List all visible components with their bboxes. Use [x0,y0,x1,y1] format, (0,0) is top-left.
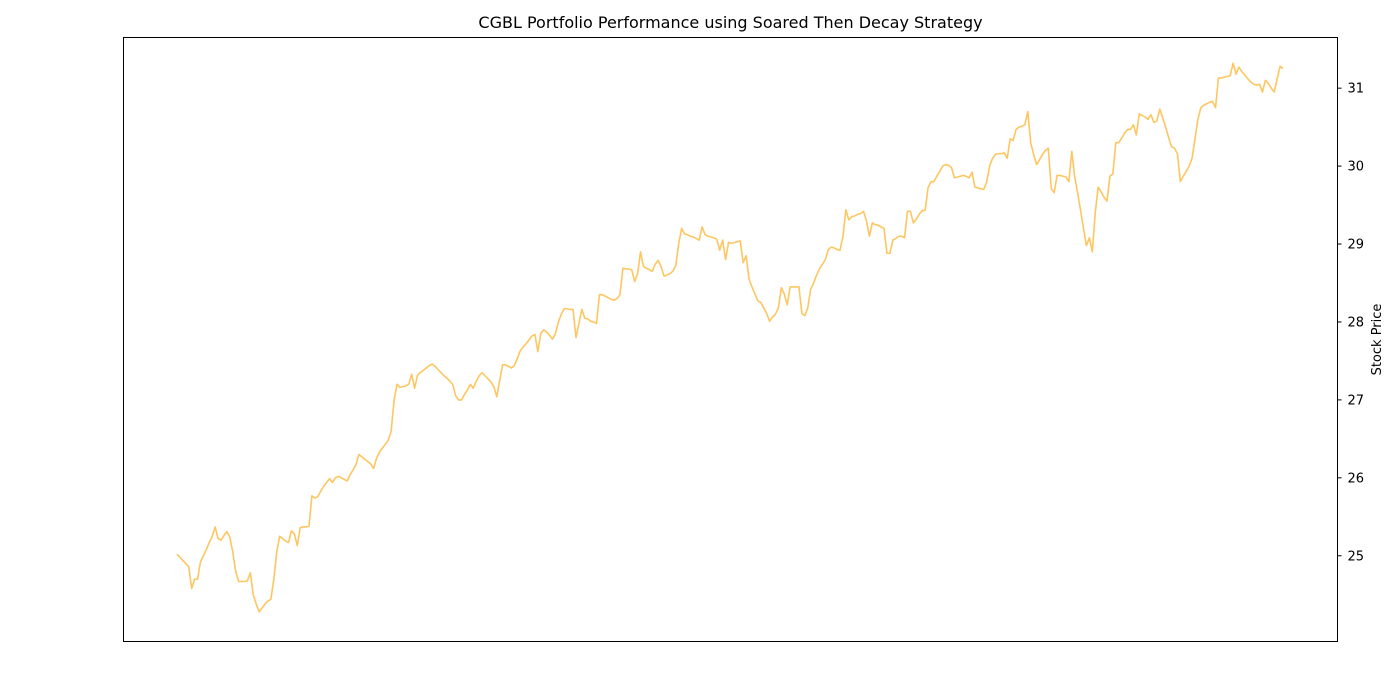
y-axis: 25 26 27 28 29 30 31 [1337,82,1365,564]
plot-frame [123,37,1338,642]
y-axis-label: Stock Price [1370,304,1385,376]
y-tick-label: 30 [1348,160,1365,175]
y-tick-label: 27 [1348,393,1365,408]
y-tick-label: 26 [1348,471,1365,486]
y-tick-label: 29 [1348,238,1365,253]
plot-area [176,62,1284,613]
y-tick-label: 28 [1348,315,1365,330]
y-tick-label: 31 [1348,82,1365,97]
chart-title: CGBL Portfolio Performance using Soared … [478,13,982,32]
series-line [176,62,1284,613]
y-tick-label: 25 [1348,549,1365,564]
